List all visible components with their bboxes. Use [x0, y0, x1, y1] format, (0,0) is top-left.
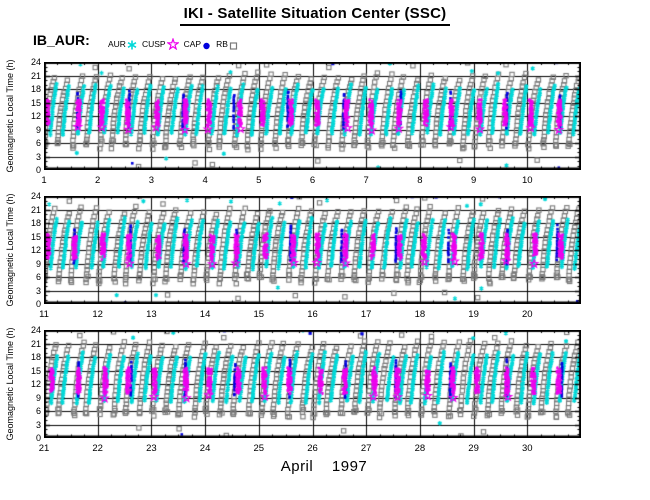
y-tick-label: 9: [35, 392, 41, 403]
day-label: 22: [92, 443, 103, 454]
y-axis-label: Geomagnetic Local Time (h): [5, 327, 15, 441]
day-label: 17: [360, 309, 372, 320]
day-label: 15: [253, 309, 265, 320]
legend-item-label: RB: [216, 39, 228, 49]
y-tick-label: 0: [35, 433, 41, 443]
legend-marker-filled-circle-icon: [203, 42, 210, 50]
y-tick-label: 12: [30, 111, 41, 121]
legend-marker-asterisk-icon: [127, 40, 137, 50]
day-label: 13: [146, 309, 157, 320]
y-tick-label: 3: [35, 419, 41, 430]
day-label: 30: [522, 443, 533, 454]
y-tick-label: 18: [30, 84, 41, 94]
legend-item-aur: AUR: [108, 39, 137, 50]
y-tick-label: 15: [30, 97, 41, 108]
day-label: 28: [414, 443, 426, 454]
dataset-label: IB_AUR:: [33, 32, 90, 48]
day-label: 8: [417, 175, 423, 186]
y-tick-label: 9: [35, 124, 41, 135]
day-label: 19: [468, 309, 479, 320]
y-tick-label: 21: [30, 70, 41, 81]
y-tick-label: 24: [30, 57, 41, 67]
y-tick-label: 12: [30, 245, 41, 255]
day-label: 27: [360, 443, 372, 454]
y-tick-label: 6: [35, 406, 41, 416]
day-label: 21: [38, 443, 50, 454]
legend-marker-open-square-icon: [229, 42, 237, 50]
day-label: 2: [95, 175, 101, 186]
day-label: 10: [522, 175, 533, 186]
y-axis-label: Geomagnetic Local Time (h): [5, 193, 15, 307]
legend-marker-open-star-icon: [165, 37, 180, 51]
legend-item-label: CAP: [183, 39, 202, 49]
y-tick-label: 9: [35, 258, 41, 269]
day-label: 18: [414, 309, 426, 320]
y-tick-label: 12: [30, 379, 41, 389]
y-tick-label: 6: [35, 272, 41, 282]
legend-item-cap: CAP: [184, 39, 211, 50]
plot-panel-3: [44, 330, 581, 438]
y-tick-label: 24: [30, 191, 41, 201]
day-label: 3: [148, 175, 155, 186]
legend-item-rb: RB: [216, 39, 238, 50]
day-label: 20: [522, 309, 533, 320]
day-label: 11: [39, 309, 49, 320]
day-label: 4: [202, 175, 208, 186]
legend-item-label: AUR: [108, 39, 126, 49]
day-label: 6: [309, 175, 316, 186]
legend-item-label: CUSP: [141, 39, 166, 49]
y-axis-label: Geomagnetic Local Time (h): [5, 59, 15, 173]
y-tick-label: 0: [35, 165, 41, 175]
title-row: IKI - Satellite Situation Center (SSC): [0, 5, 630, 26]
y-tick-label: 0: [35, 299, 41, 309]
y-tick-label: 21: [30, 338, 41, 349]
day-label: 5: [256, 175, 262, 186]
day-label: 9: [470, 175, 477, 186]
y-tick-label: 24: [30, 325, 41, 335]
legend-item-cusp: CUSP: [141, 37, 180, 51]
y-tick-label: 15: [30, 365, 41, 376]
y-tick-label: 3: [35, 151, 41, 162]
y-tick-label: 15: [30, 231, 41, 242]
y-tick-label: 18: [30, 218, 41, 228]
chart-title: IKI - Satellite Situation Center (SSC): [179, 5, 451, 26]
day-label: 29: [468, 443, 479, 454]
day-label: 12: [92, 309, 103, 320]
day-label: 23: [146, 443, 157, 454]
plot-panel-2: [44, 196, 581, 304]
day-label: 14: [199, 309, 211, 320]
day-label: 24: [199, 443, 211, 454]
y-tick-label: 3: [35, 285, 41, 296]
day-label: 7: [363, 175, 369, 186]
y-tick-label: 21: [30, 204, 41, 215]
month-label: April 1997: [280, 458, 368, 475]
y-tick-label: 18: [30, 352, 41, 362]
plot-panel-1: [44, 62, 581, 170]
day-label: 16: [307, 309, 318, 320]
day-label: 26: [307, 443, 318, 454]
y-tick-label: 6: [35, 138, 41, 148]
day-label: 25: [253, 443, 265, 454]
day-label: 1: [41, 175, 47, 186]
legend: AUR CUSP CAP RB: [108, 37, 243, 51]
